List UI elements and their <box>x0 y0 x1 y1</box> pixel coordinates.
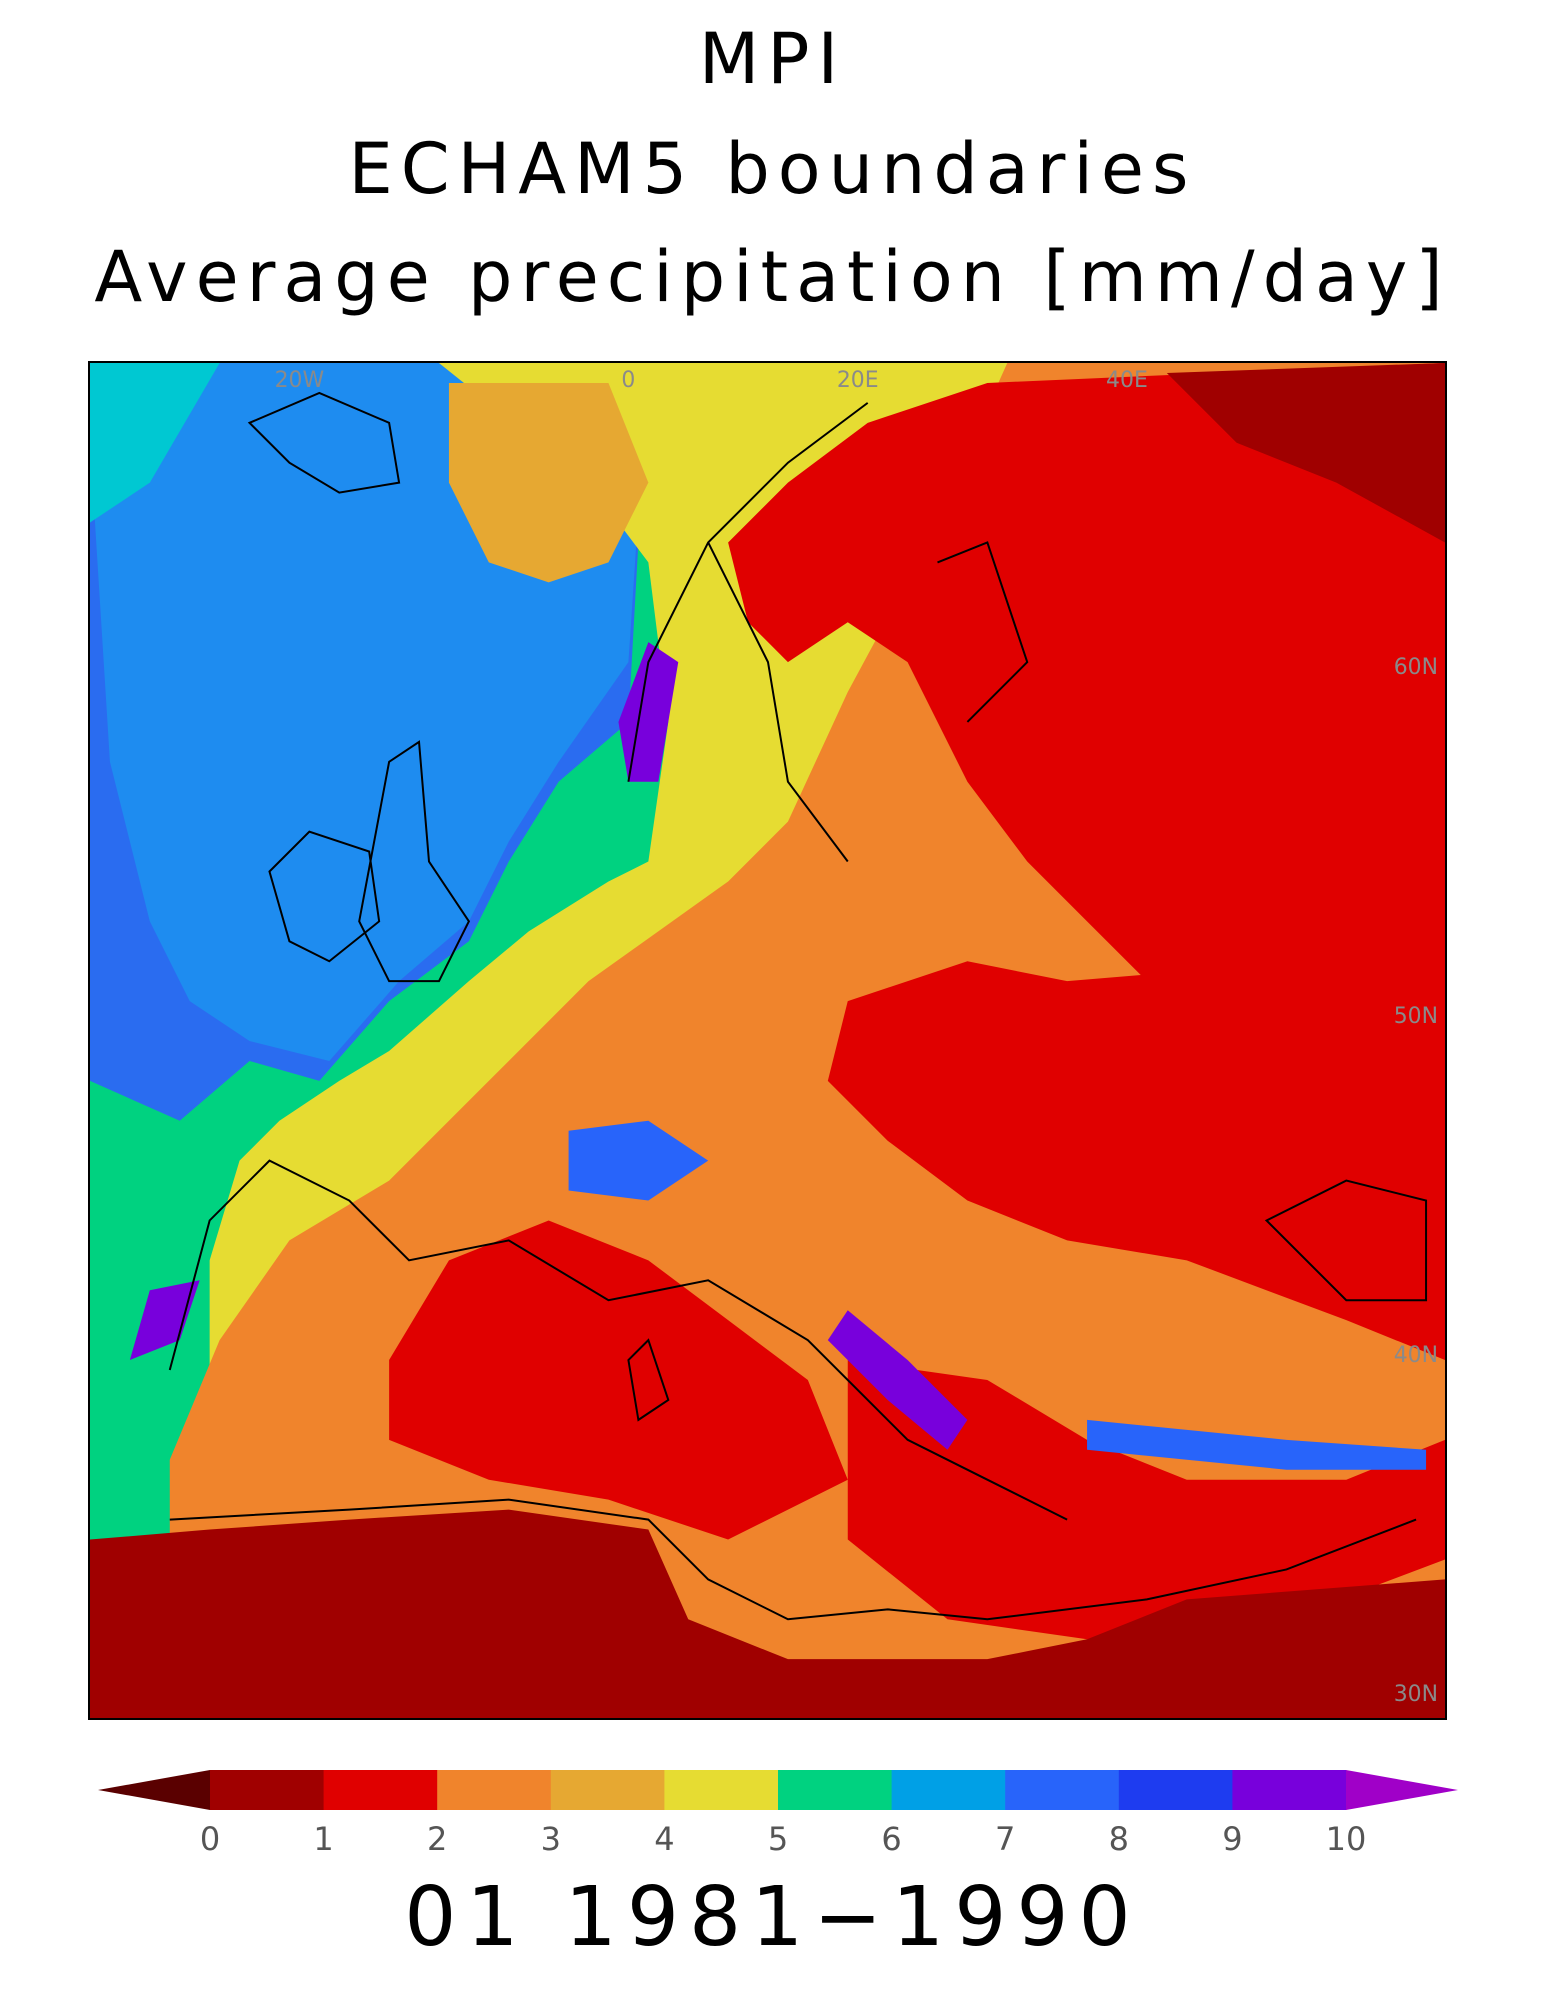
map-canvas: 20W 0 20E 40E 60N 50N 40N 30N <box>90 363 1445 1718</box>
arctic-dry-patch <box>1166 363 1445 543</box>
alps-wet <box>568 1120 709 1201</box>
coastlines <box>168 391 1428 1621</box>
colorbar <box>98 1770 1458 1810</box>
colorbar-bin <box>1005 1770 1120 1810</box>
colorbar-tick-label: 9 <box>1222 1820 1243 1858</box>
colorbar-tick-label: 0 <box>199 1820 221 1858</box>
western-med-dry <box>389 1220 848 1540</box>
colorbar-tick-label: 1 <box>313 1820 334 1858</box>
dinaric-coast-wet <box>827 1310 968 1450</box>
iberia-coast-wet <box>129 1280 200 1361</box>
lon-label-40e: 40E <box>1106 368 1148 393</box>
lat-label-50n: 50N <box>1394 1004 1438 1029</box>
norwegian-sea-region <box>448 382 649 583</box>
turkey-coast-wet <box>1087 1419 1427 1470</box>
colorbar-bin <box>437 1770 552 1810</box>
colorbar-tick-label: 6 <box>881 1820 902 1858</box>
lat-label-60n: 60N <box>1394 655 1438 680</box>
sardinia-coast <box>627 1338 670 1422</box>
baltic-coast <box>937 541 1029 723</box>
colorbar-bin <box>778 1770 893 1810</box>
colorbar-tick-label: 7 <box>995 1820 1016 1858</box>
eastern-europe-dry <box>827 961 1445 1361</box>
britain-coast <box>358 740 471 983</box>
ireland-coast <box>268 830 381 963</box>
scandinavia-russia-dry <box>728 363 1445 1061</box>
colorbar-bin <box>1118 1770 1233 1810</box>
lon-label-20w: 20W <box>275 368 325 393</box>
eastern-med-dry <box>847 1360 1445 1640</box>
precipitation-map: 20W 0 20E 40E 60N 50N 40N 30N <box>88 361 1447 1720</box>
period-label: 01 1981−1990 <box>404 1870 1141 1965</box>
lat-label-40n: 40N <box>1394 1343 1438 1368</box>
colorbar-tick-label: 8 <box>1108 1820 1129 1858</box>
sahara-very-dry <box>90 1509 1445 1718</box>
colorbar-above-arrow <box>1346 1770 1458 1810</box>
med-north-coast <box>168 1159 1068 1521</box>
colorbar-bin <box>210 1770 325 1810</box>
norway-coast <box>627 402 869 863</box>
colorbar-bin <box>1232 1770 1347 1810</box>
north-atlantic-teal <box>90 363 220 523</box>
lon-label-20e: 20E <box>837 368 879 393</box>
colorbar-below-arrow <box>98 1770 210 1810</box>
colorbar-tick-label: 10 <box>1325 1820 1367 1858</box>
lat-label-30n: 30N <box>1394 1682 1438 1707</box>
title-model: MPI <box>698 18 847 100</box>
colorbar-bin <box>891 1770 1006 1810</box>
iceland-coast <box>247 391 401 494</box>
colorbar-tick-label: 4 <box>654 1820 675 1858</box>
colorbar-bin <box>323 1770 438 1810</box>
colorbar-bin <box>664 1770 779 1810</box>
colorbar-tick-label: 2 <box>427 1820 448 1858</box>
colorbar-tick-label: 5 <box>767 1820 789 1858</box>
black-sea-coast <box>1264 1179 1428 1302</box>
title-variable: Average precipitation [mm/day] <box>94 236 1451 318</box>
africa-north-coast <box>169 1498 1417 1621</box>
lon-label-0: 0 <box>621 368 635 393</box>
colorbar-bin <box>550 1770 665 1810</box>
colorbar-tick-label: 3 <box>540 1820 561 1858</box>
title-boundaries: ECHAM5 boundaries <box>348 128 1197 210</box>
